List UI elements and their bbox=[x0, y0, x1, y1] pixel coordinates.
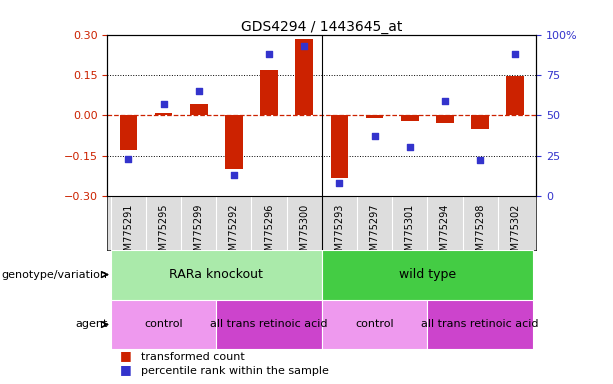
Text: GSM775301: GSM775301 bbox=[405, 204, 415, 263]
Point bbox=[405, 144, 414, 151]
Text: GSM775297: GSM775297 bbox=[370, 204, 379, 263]
Text: GSM775296: GSM775296 bbox=[264, 204, 274, 263]
Text: agent: agent bbox=[75, 319, 107, 329]
Text: transformed count: transformed count bbox=[141, 352, 245, 362]
Text: GSM775298: GSM775298 bbox=[475, 204, 485, 263]
Point bbox=[475, 157, 485, 164]
Point bbox=[159, 101, 169, 107]
Text: GSM775292: GSM775292 bbox=[229, 204, 239, 263]
Bar bbox=[216, 300, 322, 349]
Text: genotype/variation: genotype/variation bbox=[1, 270, 107, 280]
Bar bbox=[427, 300, 533, 349]
Text: RARa knockout: RARa knockout bbox=[169, 268, 263, 281]
Text: ■: ■ bbox=[120, 363, 131, 376]
Text: GSM775293: GSM775293 bbox=[335, 204, 345, 263]
Title: GDS4294 / 1443645_at: GDS4294 / 1443645_at bbox=[241, 20, 403, 33]
Bar bbox=[111, 250, 322, 300]
Text: ■: ■ bbox=[120, 349, 131, 362]
Text: GSM775291: GSM775291 bbox=[123, 204, 134, 263]
Point bbox=[123, 156, 133, 162]
Bar bbox=[295, 39, 313, 115]
Text: control: control bbox=[144, 319, 183, 329]
Text: control: control bbox=[356, 319, 394, 329]
Bar bbox=[225, 115, 243, 169]
Bar bbox=[436, 115, 454, 123]
Bar bbox=[322, 300, 427, 349]
Bar bbox=[471, 115, 489, 129]
Bar bbox=[401, 115, 419, 121]
Bar bbox=[120, 115, 137, 150]
Point bbox=[299, 43, 309, 49]
Bar bbox=[154, 113, 172, 115]
Text: all trans retinoic acid: all trans retinoic acid bbox=[210, 319, 328, 329]
Point bbox=[194, 88, 204, 94]
Point bbox=[335, 180, 345, 186]
Point bbox=[370, 133, 379, 139]
Text: GSM775300: GSM775300 bbox=[299, 204, 309, 263]
Bar bbox=[330, 115, 348, 179]
Bar bbox=[506, 76, 524, 115]
Point bbox=[511, 51, 520, 57]
Text: GSM775299: GSM775299 bbox=[194, 204, 204, 263]
Bar bbox=[366, 115, 383, 118]
Bar bbox=[190, 104, 208, 115]
Bar bbox=[111, 300, 216, 349]
Text: all trans retinoic acid: all trans retinoic acid bbox=[421, 319, 539, 329]
Bar bbox=[322, 250, 533, 300]
Point bbox=[264, 51, 274, 57]
Text: GSM775295: GSM775295 bbox=[159, 204, 169, 263]
Text: percentile rank within the sample: percentile rank within the sample bbox=[141, 366, 329, 376]
Bar bbox=[261, 70, 278, 115]
Point bbox=[440, 98, 450, 104]
Text: GSM775294: GSM775294 bbox=[440, 204, 450, 263]
Text: wild type: wild type bbox=[399, 268, 456, 281]
Text: GSM775302: GSM775302 bbox=[510, 204, 520, 263]
Point bbox=[229, 172, 239, 178]
